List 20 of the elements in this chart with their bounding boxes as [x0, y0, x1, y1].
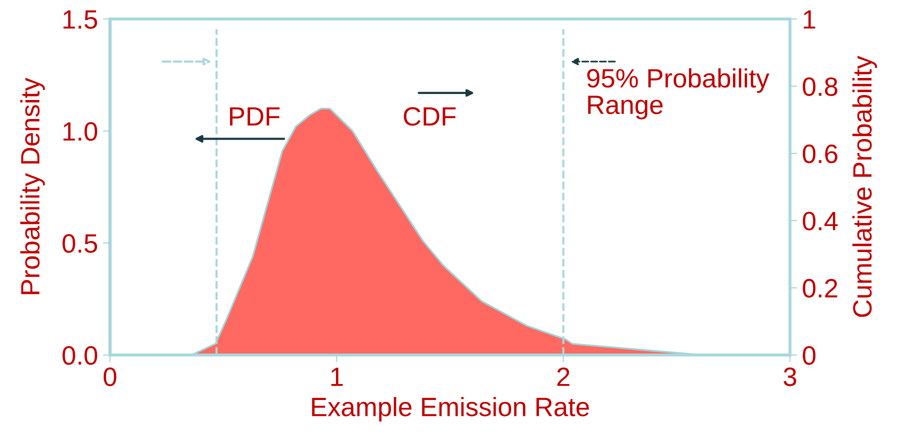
x-axis-title: Example Emission Rate — [312, 396, 589, 422]
y2-tick-label: 0.8 — [802, 77, 838, 96]
x-tick-label: 3 — [784, 368, 796, 386]
annotation: PDF — [230, 107, 280, 126]
x-tick-label: 0 — [104, 368, 116, 386]
y2-tick-label: 0.2 — [802, 278, 838, 298]
y2-tick-label: 0.4 — [802, 212, 838, 230]
y2-tick-label: 0.6 — [802, 144, 838, 164]
y-tick-label: 0.5 — [62, 234, 98, 253]
annotation: CDF — [404, 107, 456, 126]
x-tick-label: 1 — [331, 368, 343, 386]
y-tick-label: 0.0 — [62, 346, 98, 365]
y-tick-label: 1.0 — [64, 122, 98, 141]
annotation: 95% Probability Range — [587, 68, 770, 120]
x-tick-label: 2 — [557, 368, 570, 386]
y2-axis-title: Cumulative Probability — [852, 56, 877, 317]
y-tick-label: 1.5 — [64, 10, 98, 29]
y-axis-title: Probability Density — [20, 78, 45, 294]
y2-tick-label: 0 — [802, 346, 816, 365]
y2-tick-label: 1 — [804, 10, 816, 29]
